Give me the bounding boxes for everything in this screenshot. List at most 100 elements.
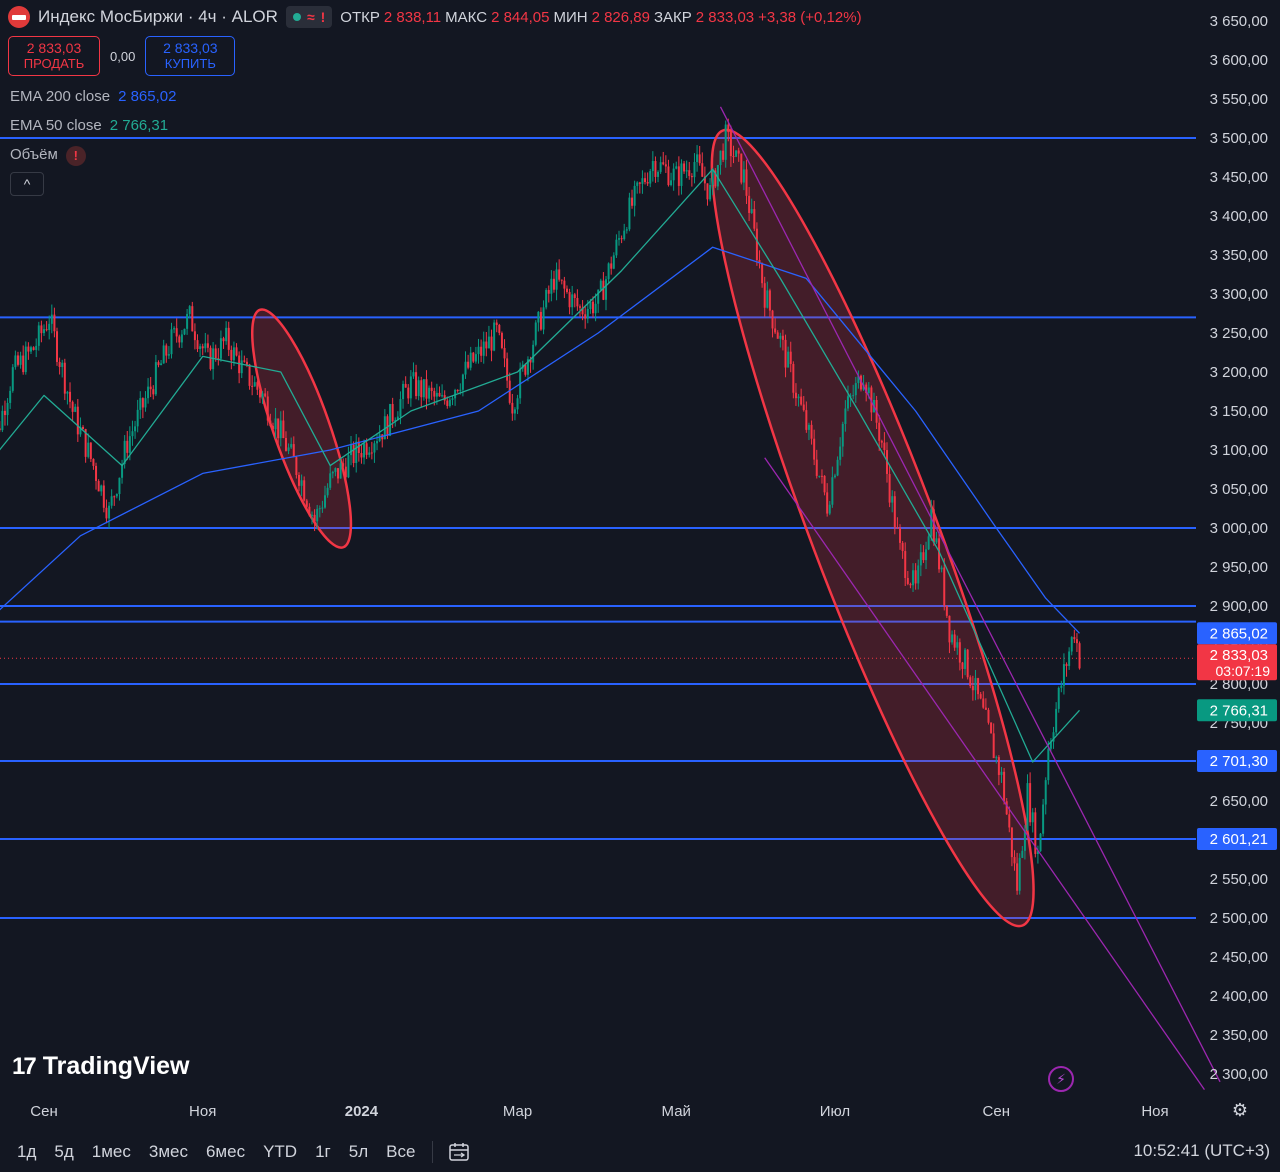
candle-body (165, 345, 168, 356)
buy-label: КУПИТЬ (164, 56, 216, 71)
candle-body (901, 542, 904, 552)
candle-body (615, 239, 618, 256)
candle-body (966, 649, 969, 678)
symbol-title[interactable]: Индекс МосБиржи · 4ч · ALOR (38, 7, 278, 26)
price-badge[interactable] (1197, 828, 1277, 851)
candle-body (1044, 780, 1047, 805)
range-1y[interactable]: 1г (315, 1142, 331, 1161)
candle-body (357, 441, 360, 454)
ema200-line[interactable] (0, 246, 1080, 634)
candle-body (657, 171, 660, 177)
price-badge[interactable] (1197, 644, 1277, 681)
x-axis-tick-label: Июл (820, 1103, 850, 1120)
candle-body (402, 383, 405, 400)
gear-icon[interactable]: ⚙ (1231, 1100, 1249, 1120)
candle-body (940, 567, 943, 570)
sell-button[interactable]: 2 833,03 ПРОДАТЬ (8, 36, 100, 76)
candle-body (97, 480, 100, 492)
ema50-legend[interactable]: EMA 50 close 2 766,31 (10, 117, 168, 134)
candle-body (66, 391, 69, 394)
candle-body (186, 313, 189, 329)
candle-body (984, 707, 987, 710)
candle-body (820, 475, 823, 477)
range-5y[interactable]: 5л (348, 1142, 369, 1161)
range-3m[interactable]: 3мес (148, 1142, 188, 1161)
price-badge[interactable] (1197, 699, 1277, 722)
price-chart[interactable]: 3 650,00 3 600,00 3 550,00 3 500,00 3 450,00… (0, 0, 1280, 1130)
candle-body (690, 175, 693, 178)
candle-body (175, 328, 178, 337)
sell-label: ПРОДАТЬ (23, 56, 85, 71)
candle-body (9, 390, 12, 403)
price-badge[interactable] (1197, 749, 1277, 772)
candle-body (625, 229, 628, 231)
candle-body (191, 306, 194, 332)
candle-body (459, 389, 462, 392)
candle-body (1013, 857, 1016, 864)
buy-price: 2 833,03 (163, 40, 218, 56)
candle-body (100, 485, 103, 492)
candle-body (844, 408, 847, 424)
highlight-ellipse[interactable] (233, 301, 369, 557)
candle-body (178, 336, 181, 343)
candle-body (766, 290, 769, 308)
candle-body (422, 379, 425, 398)
date-range-icon[interactable] (447, 1141, 471, 1163)
range-ytd[interactable]: YTD (263, 1142, 298, 1161)
candle-body (1073, 637, 1076, 640)
candle-body (742, 169, 745, 183)
candle-body (1021, 850, 1024, 858)
candle-body (316, 508, 319, 522)
range-6m[interactable]: 6мес (205, 1142, 246, 1161)
clock-timezone[interactable]: 10:52:41 (UTC+3) (1133, 1141, 1270, 1160)
trend-line[interactable] (719, 106, 1221, 1083)
x-axis-tick-label: 2024 (345, 1103, 379, 1120)
candle-body (883, 442, 886, 451)
candle-body (646, 181, 649, 184)
candle-body (425, 379, 428, 399)
ema50-line[interactable] (0, 168, 1080, 763)
candle-body (365, 443, 368, 455)
volume-legend[interactable]: Объём ! (10, 146, 86, 166)
candle-body (1, 410, 4, 431)
price-badge-label: 2 865,02 (1210, 625, 1268, 642)
candle-body (1070, 637, 1073, 652)
buy-button[interactable]: 2 833,03 КУПИТЬ (145, 36, 236, 76)
candle-body (258, 389, 261, 398)
market-open-dot-icon (292, 13, 301, 21)
candle-body (339, 463, 342, 479)
candle-body (337, 468, 340, 479)
candle-body (526, 359, 529, 375)
range-1m[interactable]: 1мес (91, 1142, 131, 1161)
y-axis-tick-label: 2 800,00 (1210, 676, 1268, 693)
candle-body (1062, 664, 1065, 686)
range-5d[interactable]: 5д (54, 1142, 74, 1161)
candle-body (108, 505, 111, 519)
price-badge[interactable] (1197, 622, 1277, 645)
ema200-legend[interactable]: EMA 200 close 2 865,02 (10, 88, 176, 105)
market-status[interactable]: ≈ ! (285, 6, 333, 28)
tradingview-mark-icon: 17 (12, 1052, 37, 1080)
trend-line[interactable] (764, 457, 1205, 1090)
range-all[interactable]: Все (386, 1142, 416, 1161)
candle-body (781, 335, 784, 340)
candle-body (841, 423, 844, 447)
lightning-icon[interactable]: ⚡ (1048, 1066, 1074, 1092)
volume-label: Объём (10, 146, 58, 163)
candle-body (206, 343, 209, 348)
candle-body (53, 314, 56, 332)
candle-body (477, 346, 480, 355)
candle-body (823, 475, 826, 493)
candle-body (396, 416, 399, 421)
candle-body (282, 420, 285, 439)
candle-body (243, 360, 246, 362)
candle-body (295, 457, 298, 475)
y-axis-tick-label: 2 400,00 (1210, 988, 1268, 1005)
candle-body (277, 418, 280, 439)
candle-body (417, 380, 420, 397)
collapse-legend-button[interactable]: ^ (10, 172, 44, 196)
volume-warning-icon[interactable]: ! (65, 146, 86, 166)
candle-body (831, 477, 834, 505)
candle-body (82, 426, 85, 430)
range-1d[interactable]: 1д (17, 1142, 37, 1161)
